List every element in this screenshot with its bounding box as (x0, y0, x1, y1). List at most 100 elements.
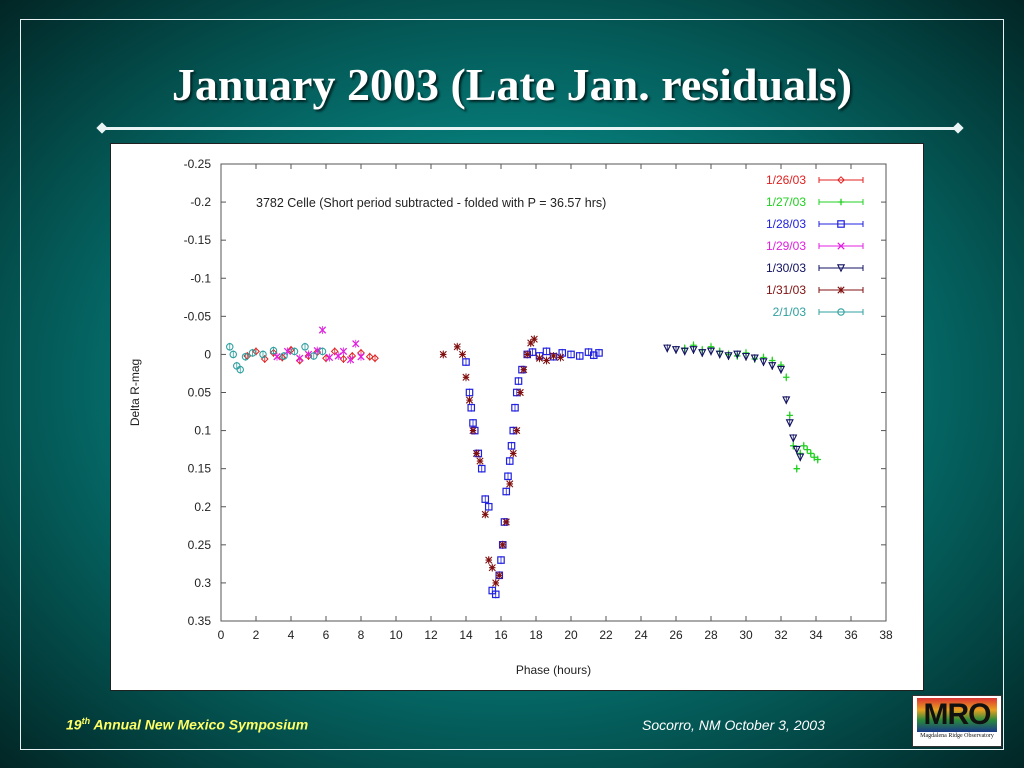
x-tick-label: 36 (844, 628, 858, 642)
data-point (724, 352, 733, 361)
data-point (790, 442, 797, 450)
data-point (768, 362, 777, 371)
x-tick-label: 34 (809, 628, 823, 642)
y-tick-label: -0.15 (184, 233, 212, 247)
data-point (236, 365, 245, 374)
data-point (759, 358, 768, 367)
data-point (346, 356, 355, 364)
data-point (706, 347, 716, 356)
chart-panel: 0 2 4 6 8 10 12 14 16 18 20 22 24 26 28 30 32 34 36 38 -0.25… (110, 143, 924, 691)
data-point (680, 347, 689, 356)
footer-symposium: 19th Annual New Mexico Symposium (66, 716, 308, 733)
x-tick-label: 26 (669, 628, 683, 642)
data-point (469, 426, 477, 435)
data-point (290, 347, 299, 356)
data-point (663, 344, 672, 353)
y-axis-label: Delta R-mag (128, 359, 142, 426)
data-point (698, 349, 707, 358)
data-point (339, 355, 348, 363)
data-point (280, 352, 288, 360)
data-point (505, 457, 514, 465)
data-point (689, 346, 698, 355)
legend-marker (837, 286, 845, 294)
x-tick-label: 4 (288, 628, 295, 642)
residuals-chart: 0 2 4 6 8 10 12 14 16 18 20 22 24 26 28 30 32 34 36 38-0.25… (128, 157, 893, 677)
data-point (352, 340, 360, 348)
data-point (785, 419, 794, 428)
data-point (523, 350, 531, 359)
data-point (269, 348, 278, 357)
footer-location-date: Socorro, NM October 3, 2003 (642, 717, 825, 733)
title-rule (100, 127, 960, 130)
data-point (273, 353, 281, 361)
data-point (465, 396, 474, 404)
data-point (365, 352, 374, 361)
legend-label: 1/28/03 (766, 217, 806, 231)
y-tick-label: 0.3 (194, 576, 211, 590)
data-point (491, 590, 500, 599)
data-point (467, 403, 476, 412)
data-point (462, 358, 470, 366)
x-tick-label: 32 (774, 628, 788, 642)
y-tick-label: -0.2 (190, 195, 211, 209)
data-point (715, 350, 724, 359)
y-tick-label: 0.15 (188, 462, 212, 476)
data-point (453, 343, 461, 351)
legend-label: 1/26/03 (766, 173, 806, 187)
x-tick-label: 14 (459, 628, 473, 642)
data-point (481, 495, 490, 503)
legend-marker (837, 242, 845, 250)
x-tick-label: 20 (564, 628, 578, 642)
x-tick-label: 18 (529, 628, 543, 642)
data-point (782, 396, 791, 405)
data-point (472, 449, 481, 458)
data-point (318, 347, 327, 356)
x-tick-label: 10 (389, 628, 403, 642)
data-point (439, 350, 447, 359)
legend-marker (836, 264, 846, 273)
data-point (786, 412, 793, 419)
data-point (776, 365, 786, 375)
y-tick-label: -0.1 (190, 271, 211, 285)
data-point (497, 556, 505, 564)
data-point (241, 352, 250, 361)
data-point (485, 556, 493, 564)
data-point (804, 446, 811, 453)
data-point (371, 354, 379, 363)
data-point (495, 571, 503, 579)
footer-symposium-name: Annual New Mexico Symposium (90, 716, 309, 733)
mro-logo: MRO Magdalena Ridge Observatory (912, 695, 1002, 747)
data-point (513, 426, 521, 435)
data-point (556, 353, 565, 362)
x-tick-label: 22 (599, 628, 613, 642)
y-tick-label: 0.1 (194, 424, 211, 438)
data-point (793, 465, 800, 472)
chart-annotation: 3782 Celle (Short period subtracted - fo… (256, 196, 606, 210)
slide-title: January 2003 (Late Jan. residuals) (171, 59, 853, 110)
data-point (502, 518, 510, 526)
data-point (514, 377, 523, 385)
data-point (492, 579, 500, 587)
legend-marker (837, 308, 845, 316)
legend-label: 1/31/03 (766, 283, 806, 297)
data-point (549, 352, 558, 360)
data-point (458, 350, 467, 359)
data-point (348, 352, 357, 360)
x-tick-label: 24 (634, 628, 648, 642)
x-tick-label: 2 (253, 628, 260, 642)
y-tick-label: -0.25 (184, 157, 212, 171)
data-point (575, 352, 584, 360)
data-point (750, 354, 759, 363)
x-tick-label: 0 (218, 628, 225, 642)
x-tick-label: 12 (424, 628, 438, 642)
data-point (507, 442, 516, 450)
data-point (296, 354, 304, 362)
data-point (520, 366, 528, 374)
data-point (741, 352, 751, 362)
x-tick-label: 38 (879, 628, 893, 642)
data-point (783, 374, 790, 381)
legend-marker (837, 176, 845, 184)
data-point (325, 353, 334, 362)
data-point (339, 347, 348, 356)
data-point (733, 350, 742, 359)
